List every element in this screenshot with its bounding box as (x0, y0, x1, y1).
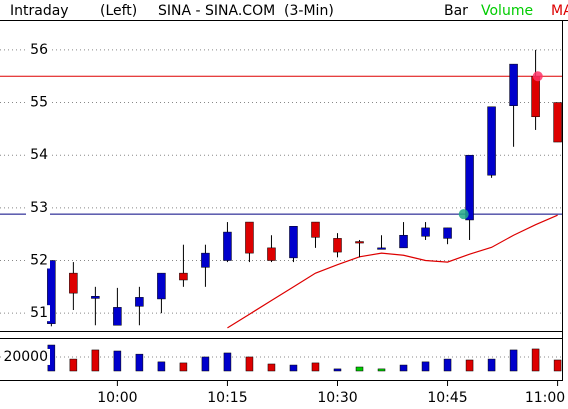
candle-body (333, 238, 342, 253)
x-tick-label: 10:00 (97, 390, 137, 406)
y-tick-label: 55 (30, 95, 48, 111)
x-tick-label: 11:00 (525, 390, 565, 406)
candle-body (399, 234, 408, 249)
volume-bar (531, 348, 540, 372)
volume-bar (245, 356, 254, 372)
header-title: SINA - SINA.COM (3-Min) (158, 3, 334, 19)
volume-bar (421, 361, 430, 372)
marker (458, 209, 469, 220)
candle-body (509, 63, 518, 106)
volume-bar (509, 349, 518, 372)
label-bg (26, 147, 50, 164)
label-bg (26, 94, 50, 111)
candle-body (201, 252, 210, 268)
legend: Bar Volume MA (444, 3, 568, 19)
volume-bar (377, 368, 386, 372)
candle-body (421, 227, 430, 237)
legend-entry: Volume (481, 3, 533, 19)
volume-bar (201, 356, 210, 372)
marker (532, 71, 543, 82)
x-tick-label: 10:30 (317, 390, 357, 406)
candle-body (531, 75, 540, 118)
price-panel (0, 49, 562, 329)
candle-body (69, 272, 78, 294)
candle-body (553, 102, 562, 143)
y-tick-label: 20000 (3, 349, 48, 365)
label-bg (2, 348, 50, 365)
candle-body (245, 221, 254, 254)
candle-body (355, 241, 364, 244)
candle-body (311, 221, 320, 238)
y-tick-label: 56 (30, 42, 48, 58)
volume-bar (355, 366, 364, 372)
candle-body (157, 272, 166, 300)
legend-entry: MA (551, 3, 568, 19)
volume-bar (135, 353, 144, 372)
volume-bar (399, 364, 408, 372)
label-bg (26, 199, 50, 216)
candle-body (267, 247, 276, 261)
axes: 51 52 53 54 55 56 10:00 10:15 10:30 10:45 11:00 (26, 41, 565, 406)
header-mode: Intraday (10, 3, 69, 19)
label-bg (26, 41, 50, 58)
candle-body (179, 272, 188, 281)
candle-body (377, 247, 386, 250)
x-tick-label: 10:15 (207, 390, 247, 406)
volume-bar (157, 361, 166, 372)
volume-bar (179, 362, 188, 372)
y-tick-label: 51 (30, 305, 48, 321)
volume-bar (267, 363, 276, 372)
candle-body (113, 307, 122, 326)
volume-bar (289, 364, 298, 372)
volume-bar (69, 358, 78, 372)
label-bg (26, 305, 50, 322)
candle-body (91, 296, 100, 299)
volume-bar (465, 359, 474, 372)
volume-bar (91, 349, 100, 372)
volume-bar (487, 358, 496, 372)
y-tick-label: 52 (30, 253, 48, 269)
candle-body (223, 231, 232, 261)
x-tick-label: 10:45 (427, 390, 467, 406)
volume-bar (113, 350, 122, 372)
candle-body (443, 227, 452, 239)
candle-body (47, 260, 56, 324)
legend-entry: Bar (444, 3, 468, 19)
volume-bar (553, 359, 562, 372)
volume-bar (333, 368, 342, 372)
label-bg (26, 252, 50, 269)
header-side: (Left) (100, 3, 137, 19)
volume-bar (311, 362, 320, 372)
ma-line (227, 214, 558, 329)
candle-body (487, 106, 496, 176)
candle-body (289, 226, 298, 259)
volume-panel: 20000 (0, 344, 562, 372)
candle-body (465, 154, 474, 221)
volume-bar (223, 352, 232, 372)
y-tick-label: 54 (30, 147, 48, 163)
y-tick-label: 53 (30, 200, 48, 216)
volume-bar (443, 358, 452, 372)
candle-body (135, 297, 144, 307)
